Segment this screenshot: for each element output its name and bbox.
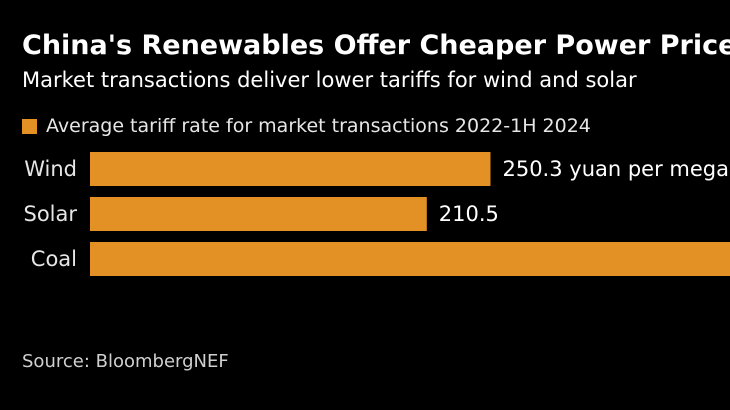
bar-wind [90, 152, 491, 186]
data-label-solar: 210.5 [439, 202, 499, 226]
bar-solar [90, 197, 427, 231]
data-label-wind: 250.3 yuan per megawatt-hour [502, 157, 730, 181]
source-note: Source: BloombergNEF [22, 351, 229, 372]
chart-title: China's Renewables Offer Cheaper Power P… [22, 30, 730, 61]
legend-swatch [22, 118, 37, 134]
bar-coal [90, 242, 730, 276]
legend-label: Average tariff rate for market transacti… [46, 115, 591, 137]
category-label-solar: Solar [23, 202, 77, 226]
category-label-wind: Wind [24, 157, 77, 181]
chart-subtitle: Market transactions deliver lower tariff… [22, 68, 637, 92]
bar-chart: Wind 250.3 yuan per megawatt-hour Solar 210… [23, 152, 730, 276]
chart-legend: Average tariff rate for market transacti… [22, 115, 591, 137]
category-label-coal: Coal [31, 247, 77, 271]
